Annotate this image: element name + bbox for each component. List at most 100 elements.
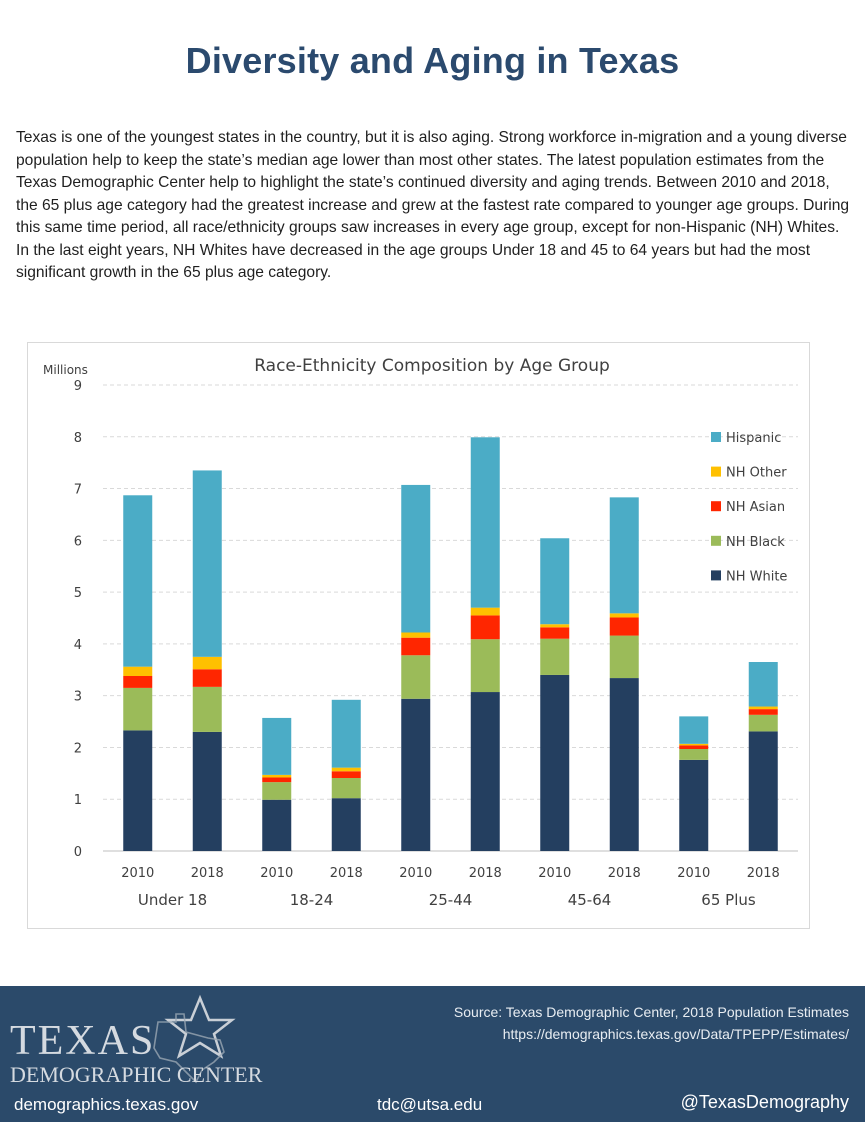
bar-nh-white-7 <box>610 678 639 851</box>
bar-nh-white-5 <box>471 692 500 851</box>
bar-hispanic-0 <box>123 495 152 666</box>
twitter-handle-link[interactable]: @TexasDemography <box>681 1092 849 1113</box>
bar-nh-white-2 <box>262 800 291 851</box>
x-group-label-0: Under 18 <box>138 891 207 909</box>
x-axis-ticks: 2010 2018 2010 2018 2010 2018 2010 2018 2010 2018 <box>121 866 780 881</box>
x-group-label-3: 45-64 <box>568 891 612 909</box>
bar-nh-other-5 <box>471 608 500 616</box>
bar-nh-asian-1 <box>193 669 222 687</box>
y-tick-label-1: 1 <box>74 793 82 808</box>
footer: TEXAS DEMOGRAPHIC CENTER Source: Texas D… <box>0 986 865 1122</box>
x-tick-label-3: 2018 <box>330 866 363 881</box>
bar-nh-other-8 <box>679 744 708 746</box>
bar-hispanic-8 <box>679 716 708 743</box>
intro-paragraph: Texas is one of the youngest states in t… <box>16 127 852 285</box>
bar-nh-white-9 <box>749 731 778 851</box>
bar-hispanic-4 <box>401 485 430 633</box>
bar-nh-white-0 <box>123 730 152 851</box>
y-tick-label-3: 3 <box>74 690 82 705</box>
y-tick-label-4: 4 <box>74 638 82 653</box>
bar-hispanic-2 <box>262 718 291 775</box>
bar-nh-other-7 <box>610 613 639 617</box>
x-group-label-1: 18-24 <box>290 891 334 909</box>
bar-nh-black-9 <box>749 715 778 732</box>
bar-nh-black-6 <box>540 639 569 675</box>
bar-nh-white-6 <box>540 675 569 851</box>
x-group-label-2: 25-44 <box>429 891 473 909</box>
bar-nh-black-4 <box>401 655 430 698</box>
chart-container: Race-Ethnicity Composition by Age Group … <box>27 342 810 929</box>
legend-swatch-nh-asian <box>711 501 721 511</box>
bar-nh-asian-5 <box>471 615 500 639</box>
y-tick-label-2: 2 <box>74 741 82 756</box>
x-tick-label-9: 2018 <box>747 866 780 881</box>
bar-nh-asian-6 <box>540 627 569 638</box>
bar-hispanic-5 <box>471 437 500 607</box>
x-axis-groups: Under 18 18-24 25-44 45-64 65 Plus <box>138 891 756 909</box>
y-axis-label: Millions <box>43 363 88 377</box>
bar-nh-asian-7 <box>610 617 639 635</box>
bar-hispanic-3 <box>332 700 361 768</box>
chart-title: Race-Ethnicity Composition by Age Group <box>254 356 610 376</box>
bar-nh-other-4 <box>401 632 430 637</box>
website-link[interactable]: demographics.texas.gov <box>14 1095 198 1115</box>
source-text: Source: Texas Demographic Center, 2018 P… <box>454 1004 849 1020</box>
stacked-bar-chart: Race-Ethnicity Composition by Age Group … <box>28 343 809 928</box>
bar-nh-black-7 <box>610 636 639 678</box>
x-tick-label-6: 2010 <box>538 866 571 881</box>
bar-nh-white-4 <box>401 699 430 851</box>
x-tick-label-4: 2010 <box>399 866 432 881</box>
x-tick-label-1: 2018 <box>191 866 224 881</box>
y-tick-label-5: 5 <box>74 586 82 601</box>
legend-label-nh-white: NH White <box>726 569 787 584</box>
bar-nh-asian-4 <box>401 638 430 656</box>
legend: Hispanic NH Other NH Asian NH Black NH White <box>711 431 787 584</box>
legend-label-nh-other: NH Other <box>726 466 787 481</box>
bar-nh-white-8 <box>679 760 708 851</box>
tdc-logo: TEXAS DEMOGRAPHIC CENTER <box>8 992 293 1092</box>
legend-swatch-nh-other <box>711 467 721 477</box>
bar-nh-black-5 <box>471 639 500 692</box>
bar-hispanic-7 <box>610 497 639 613</box>
bar-hispanic-6 <box>540 538 569 624</box>
bar-hispanic-9 <box>749 662 778 707</box>
bar-nh-asian-8 <box>679 745 708 749</box>
bar-nh-asian-2 <box>262 777 291 782</box>
y-tick-label-8: 8 <box>74 431 82 446</box>
x-tick-label-7: 2018 <box>608 866 641 881</box>
y-axis-ticks: 0 1 2 3 4 5 6 7 8 9 <box>74 379 82 860</box>
legend-swatch-nh-white <box>711 570 721 580</box>
bar-nh-other-3 <box>332 768 361 772</box>
bar-nh-black-8 <box>679 749 708 760</box>
y-tick-label-9: 9 <box>74 379 82 394</box>
bar-nh-asian-0 <box>123 676 152 688</box>
legend-label-nh-black: NH Black <box>726 535 785 550</box>
email-link[interactable]: tdc@utsa.edu <box>377 1095 482 1115</box>
legend-swatch-nh-black <box>711 536 721 546</box>
bar-nh-asian-9 <box>749 709 778 715</box>
bar-nh-asian-3 <box>332 771 361 778</box>
bar-nh-other-0 <box>123 667 152 676</box>
bar-nh-other-6 <box>540 624 569 627</box>
bar-nh-other-2 <box>262 775 291 778</box>
y-tick-label-6: 6 <box>74 534 82 549</box>
bar-hispanic-1 <box>193 470 222 656</box>
x-tick-label-0: 2010 <box>121 866 154 881</box>
logo-text-texas: TEXAS <box>10 1018 155 1064</box>
bar-nh-black-3 <box>332 778 361 798</box>
bar-nh-other-9 <box>749 707 778 710</box>
x-tick-label-8: 2010 <box>677 866 710 881</box>
y-tick-label-0: 0 <box>74 845 82 860</box>
logo-text-center: DEMOGRAPHIC CENTER <box>10 1062 263 1087</box>
legend-label-hispanic: Hispanic <box>726 431 781 446</box>
bar-nh-black-1 <box>193 687 222 732</box>
legend-swatch-hispanic <box>711 432 721 442</box>
source-url-link[interactable]: https://demographics.texas.gov/Data/TPEP… <box>503 1026 849 1042</box>
bar-nh-black-2 <box>262 782 291 800</box>
bar-nh-white-3 <box>332 798 361 851</box>
x-group-label-4: 65 Plus <box>701 891 756 909</box>
legend-label-nh-asian: NH Asian <box>726 500 785 515</box>
x-tick-label-2: 2010 <box>260 866 293 881</box>
y-tick-label-7: 7 <box>74 483 82 498</box>
bar-nh-other-1 <box>193 657 222 669</box>
